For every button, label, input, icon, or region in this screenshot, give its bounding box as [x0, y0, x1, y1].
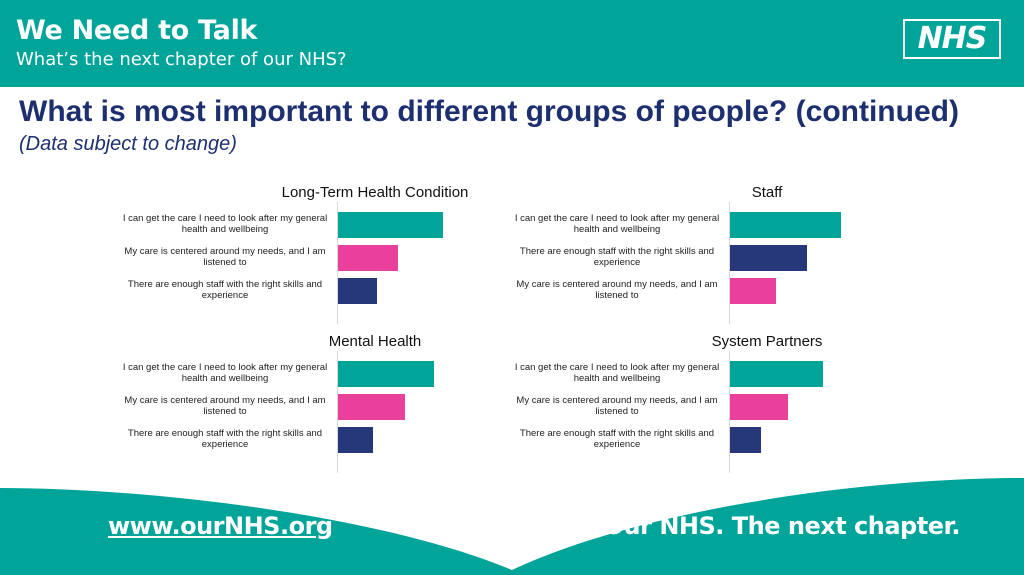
page-note: (Data subject to change) [19, 133, 237, 155]
bar [730, 394, 788, 420]
bar-label: I can get the care I need to look after … [122, 362, 328, 384]
bar-label: My care is centered around my needs, and… [124, 395, 326, 417]
website-link[interactable]: www.ourNHS.org [108, 512, 333, 540]
chart-mental-health: Mental Health I can get the care I need … [123, 333, 575, 473]
chart-title: Long-Term Health Condition [281, 184, 469, 201]
bar [730, 278, 776, 304]
footer-tagline: Our NHS. The next chapter. [603, 512, 961, 540]
bar [730, 245, 807, 271]
bar [338, 361, 434, 387]
bar [730, 212, 841, 238]
bar-row: There are enough staff with the right sk… [128, 427, 575, 453]
footer-wave-shape [0, 478, 1024, 575]
bar-label: I can get the care I need to look after … [514, 362, 720, 384]
chart-axis [337, 202, 338, 324]
header-banner: We Need to Talk What’s the next chapter … [0, 0, 1024, 87]
bar-row: My care is centered around my needs, and… [516, 278, 967, 304]
chart-axis [729, 351, 730, 473]
brand-subtitle: What’s the next chapter of our NHS? [16, 49, 347, 70]
bar-label: There are enough staff with the right sk… [519, 246, 715, 268]
bar-row: There are enough staff with the right sk… [520, 427, 967, 453]
nhs-logo: NHS [903, 19, 1001, 59]
bar-label: My care is centered around my needs, and… [516, 279, 718, 301]
nhs-logo-text: NHS [905, 21, 999, 57]
chart-long-term-health-condition: Long-Term Health Condition I can get the… [123, 184, 575, 324]
bar-row: I can get the care I need to look after … [515, 361, 967, 387]
chart-system-partners: System Partners I can get the care I nee… [515, 333, 967, 473]
bar-row: There are enough staff with the right sk… [520, 245, 967, 271]
chart-axis [729, 202, 730, 324]
footer-banner [0, 470, 1024, 575]
bar-row: My care is centered around my needs, and… [124, 394, 575, 420]
bar-label: I can get the care I need to look after … [514, 213, 720, 235]
bar-label: My care is centered around my needs, and… [516, 395, 718, 417]
bar-label: My care is centered around my needs, and… [124, 246, 326, 268]
bar [338, 245, 398, 271]
bar [730, 427, 761, 453]
chart-title: Staff [751, 184, 783, 201]
chart-staff: Staff I can get the care I need to look … [515, 184, 967, 324]
chart-title: Mental Health [328, 333, 422, 350]
bar-label: I can get the care I need to look after … [122, 213, 328, 235]
bar [338, 278, 377, 304]
brand-title: We Need to Talk [16, 15, 258, 46]
bar-row: I can get the care I need to look after … [123, 361, 575, 387]
bar [730, 361, 823, 387]
bar-row: There are enough staff with the right sk… [128, 278, 575, 304]
chart-axis [337, 351, 338, 473]
page-title: What is most important to different grou… [19, 95, 959, 128]
bar-label: There are enough staff with the right sk… [127, 428, 323, 450]
bar [338, 394, 405, 420]
bar [338, 427, 373, 453]
bar-row: My care is centered around my needs, and… [516, 394, 967, 420]
bar-label: There are enough staff with the right sk… [127, 279, 323, 301]
chart-title: System Partners [711, 333, 823, 350]
bar-label: There are enough staff with the right sk… [519, 428, 715, 450]
bar-row: I can get the care I need to look after … [515, 212, 967, 238]
bar [338, 212, 443, 238]
bar-row: I can get the care I need to look after … [123, 212, 575, 238]
bar-row: My care is centered around my needs, and… [124, 245, 575, 271]
